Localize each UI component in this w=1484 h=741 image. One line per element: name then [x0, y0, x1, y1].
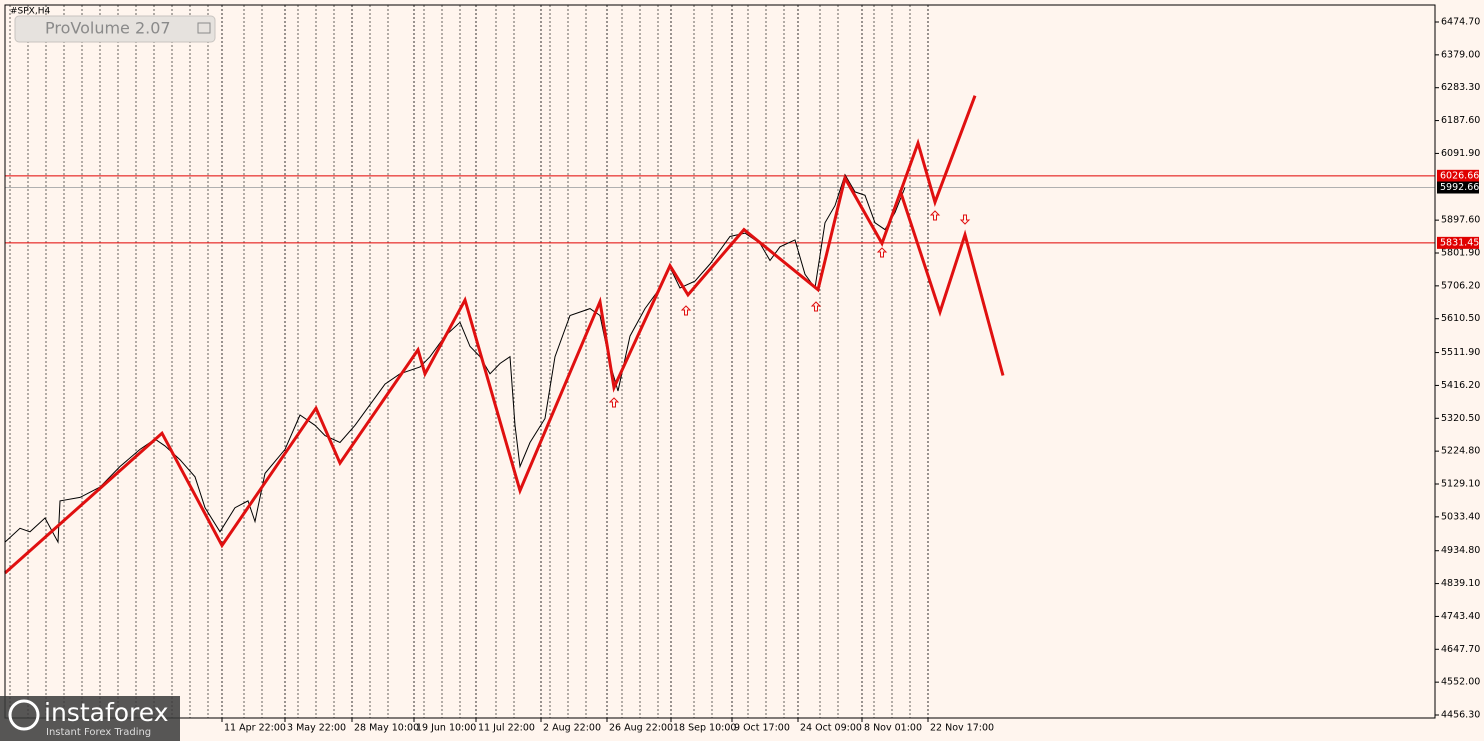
- brand-tagline: Instant Forex Trading: [46, 727, 151, 738]
- x-tick-label: 11 Jul 22:00: [478, 723, 535, 734]
- level-label: 5831.45: [1440, 237, 1479, 248]
- x-tick-label: 11 Apr 22:00: [224, 723, 286, 734]
- series-line: [898, 189, 1005, 376]
- y-tick-label: 4743.40: [1441, 611, 1480, 622]
- brand-icon: [8, 699, 40, 731]
- y-tick-label: 5706.20: [1441, 280, 1480, 291]
- y-tick-label: 5897.60: [1441, 215, 1480, 226]
- y-tick-label: 4552.00: [1441, 677, 1480, 688]
- x-tick-label: 3 May 22:00: [287, 723, 346, 734]
- indicator-box: [14, 15, 216, 43]
- y-tick-label: 4647.70: [1441, 644, 1480, 655]
- brand-name: instaforex: [44, 698, 169, 727]
- x-tick-label: 26 Aug 22:00: [609, 723, 673, 734]
- axis-layer: 6474.70 6379.00 6283.30 6187.60 6091.90 5897.…: [221, 16, 1480, 734]
- current-price-tag: [1437, 181, 1479, 194]
- signal-arrows: [608, 210, 971, 408]
- y-tick-label: 5801.90: [1441, 248, 1480, 259]
- up-arrow: [680, 305, 692, 316]
- x-tick-label: 9 Oct 17:00: [734, 723, 790, 734]
- series-line: [4, 173, 906, 544]
- y-tick-label: 5033.40: [1441, 511, 1480, 522]
- symbol-label: #SPX,H4: [10, 7, 50, 17]
- up-arrow: [876, 247, 888, 258]
- y-tick-label: 5224.80: [1441, 446, 1480, 457]
- y-tick-label: 5416.20: [1441, 380, 1480, 391]
- up-arrow: [810, 301, 822, 312]
- y-tick-label: 5610.50: [1441, 313, 1480, 324]
- y-tick-label: 5511.90: [1441, 347, 1480, 358]
- y-tick-label: 6091.90: [1441, 148, 1480, 159]
- up-arrow: [929, 210, 941, 221]
- y-tick-label: 6379.00: [1441, 49, 1480, 60]
- x-tick-label: 28 May 10:00: [354, 723, 419, 734]
- y-tick-label: 5320.50: [1441, 413, 1480, 424]
- x-tick-label: 2 Aug 22:00: [543, 723, 601, 734]
- y-tick-label: 4456.30: [1441, 710, 1480, 721]
- up-arrow: [608, 397, 620, 408]
- y-tick-label: 6474.70: [1441, 16, 1480, 27]
- y-tick-label: 4839.10: [1441, 578, 1480, 589]
- current-price-label: 5992.66: [1440, 182, 1479, 193]
- series-layer: [4, 95, 1005, 575]
- x-tick-label: 19 Jun 10:00: [416, 723, 476, 734]
- grid-layer: [9, 5, 929, 718]
- level-tag: [1437, 169, 1479, 182]
- levels-layer: [5, 175, 1435, 244]
- y-tick-label: 6187.60: [1441, 115, 1480, 126]
- indicator-icon: [197, 22, 211, 34]
- indicator-label: ProVolume 2.07: [45, 19, 171, 38]
- x-tick-label: 22 Nov 17:00: [930, 723, 994, 734]
- y-tick-label: 6283.30: [1441, 82, 1480, 93]
- x-tick-label: 18 Sep 10:00: [673, 723, 736, 734]
- y-tick-label: 4934.80: [1441, 545, 1480, 556]
- x-tick-label: 24 Oct 09:00: [800, 723, 862, 734]
- level-tag: [1437, 236, 1479, 249]
- down-arrow: [959, 214, 971, 225]
- y-tick-label: 5129.10: [1441, 479, 1480, 490]
- level-label: 6026.66: [1440, 170, 1479, 181]
- x-tick-label: 8 Nov 01:00: [864, 723, 922, 734]
- plot-frame: [4, 4, 1436, 719]
- series-line: [4, 95, 977, 575]
